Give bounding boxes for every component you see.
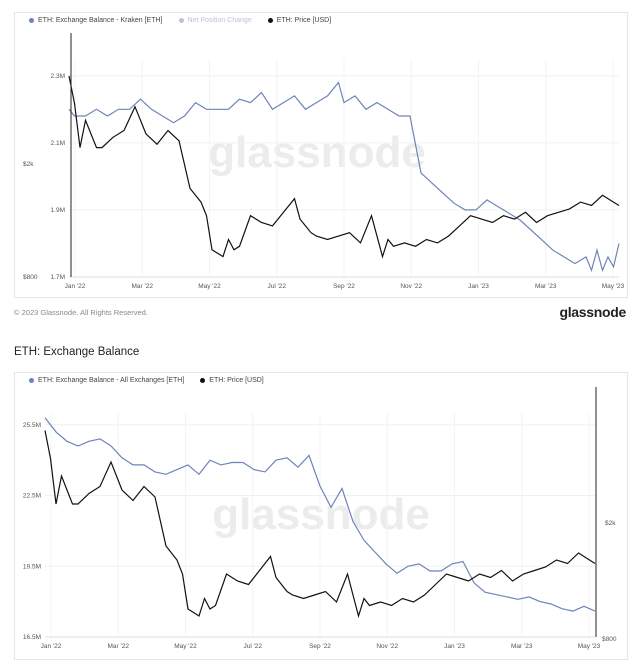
y-tick-label: 25.5M [23, 422, 41, 429]
x-tick-label: Sep '22 [333, 283, 355, 290]
chart-legend: ETH: Exchange Balance - Kraken [ETH] Net… [29, 17, 331, 24]
y-tick-label: 22.5M [23, 493, 41, 500]
legend-label: Net Position Change [187, 17, 252, 24]
y-tick-label: 1.7M [51, 274, 65, 281]
series-dot-icon [200, 378, 206, 383]
y-tick-label: 2.1M [51, 140, 65, 147]
x-tick-label: May '22 [198, 283, 221, 290]
clipped-header-strip [0, 0, 640, 8]
x-tick-label: Nov '22 [400, 283, 422, 290]
chart-watermark: glassnode [208, 128, 426, 177]
balance-series-line[interactable] [68, 81, 620, 273]
x-tick-label: May '23 [578, 643, 601, 650]
y-tick-label: 2.3M [51, 73, 65, 80]
x-tick-label: Jul '22 [243, 643, 262, 650]
legend-item-net-position-change[interactable]: Net Position Change [178, 17, 252, 24]
all-exchanges-balance-chart-panel: ETH: Exchange Balance - All Exchanges [E… [14, 372, 628, 660]
y-tick-label: 1.9M [51, 207, 65, 214]
chart-legend: ETH: Exchange Balance - All Exchanges [E… [29, 377, 264, 384]
legend-label: ETH: Price [USD] [276, 17, 332, 24]
x-tick-label: May '23 [602, 283, 625, 290]
right-axis-label: $2k [605, 520, 616, 527]
legend-item-kraken-balance[interactable]: ETH: Exchange Balance - Kraken [ETH] [29, 17, 163, 24]
legend-item-all-exchanges-balance[interactable]: ETH: Exchange Balance - All Exchanges [E… [29, 377, 184, 384]
right-axis-label: $800 [602, 636, 617, 643]
copyright-text: © 2023 Glassnode. All Rights Reserved. [14, 308, 148, 317]
x-tick-label: Jul '22 [267, 283, 286, 290]
outer-axis-label: $800 [23, 274, 38, 281]
x-tick-label: Mar '23 [535, 283, 557, 290]
x-tick-label: May '22 [174, 643, 197, 650]
balance-series-line[interactable] [44, 417, 596, 612]
x-tick-label: Mar '22 [132, 283, 154, 290]
series-dot-icon [29, 18, 34, 23]
series-dot-icon [267, 18, 273, 23]
x-tick-label: Jan '22 [41, 643, 62, 650]
y-tick-label: 16.5M [23, 634, 41, 641]
x-tick-label: Jan '22 [65, 283, 86, 290]
chart-watermark: glassnode [212, 490, 430, 539]
outer-axis-label: $2k [23, 161, 34, 168]
legend-item-price[interactable]: ETH: Price [USD] [200, 377, 264, 384]
x-tick-label: Jan '23 [468, 283, 489, 290]
price-series-line[interactable] [68, 75, 620, 259]
chart-title: ETH: Exchange Balance [14, 346, 140, 358]
legend-label: ETH: Exchange Balance - Kraken [ETH] [38, 17, 163, 24]
legend-label: ETH: Exchange Balance - All Exchanges [E… [38, 377, 185, 384]
x-tick-label: Jan '23 [444, 643, 465, 650]
series-dot-icon [29, 378, 34, 383]
x-tick-label: Mar '22 [108, 643, 130, 650]
x-tick-label: Mar '23 [511, 643, 533, 650]
series-dot-icon [178, 18, 184, 23]
x-tick-label: Nov '22 [376, 643, 398, 650]
kraken-balance-chart-panel: ETH: Exchange Balance - Kraken [ETH] Net… [14, 12, 628, 298]
legend-label: ETH: Price [USD] [209, 377, 264, 384]
y-tick-label: 19.5M [23, 563, 41, 570]
legend-item-price[interactable]: ETH: Price [USD] [267, 17, 332, 24]
x-tick-label: Sep '22 [309, 643, 331, 650]
price-series-line[interactable] [44, 430, 596, 619]
chart-plot-area[interactable]: glassnode $2k $800 25.5M22.5M19.5M16.5MJ… [15, 373, 627, 659]
brand-logo[interactable]: glassnode [559, 304, 626, 320]
